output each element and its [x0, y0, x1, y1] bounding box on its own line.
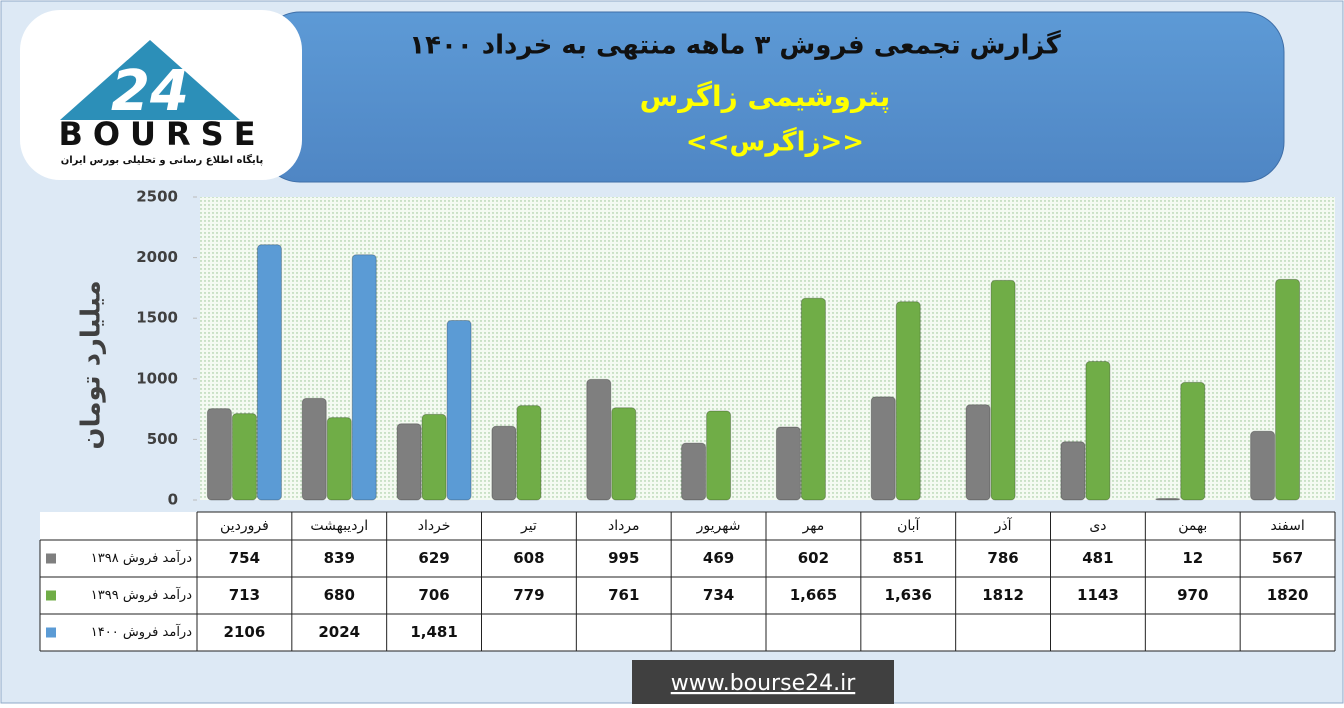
data-label: 1820 — [1267, 586, 1309, 604]
legend-key — [46, 553, 56, 564]
bar — [681, 442, 707, 501]
bar — [516, 405, 542, 501]
data-label: 754 — [229, 549, 260, 567]
data-label: 469 — [703, 549, 734, 567]
bar — [326, 417, 352, 501]
data-label: 481 — [1082, 549, 1113, 567]
data-label: 851 — [893, 549, 924, 567]
bar — [870, 396, 896, 501]
y-tick-label: 1500 — [136, 309, 178, 327]
data-label: 1,665 — [790, 586, 837, 604]
logo-shape — [60, 40, 240, 120]
bar — [706, 410, 732, 501]
data-label: 786 — [987, 549, 1018, 567]
legend-label: درآمد فروش ۱۳۹۸ — [91, 549, 192, 566]
logo-name: BOURSE — [58, 115, 265, 153]
bar — [965, 404, 991, 501]
bar — [895, 301, 921, 501]
bar — [256, 244, 282, 501]
data-label: 1,636 — [885, 586, 932, 604]
y-tick-label: 1000 — [136, 369, 178, 387]
x-tick-label: آذر — [994, 517, 1013, 534]
bar — [206, 408, 232, 501]
logo-tagline: پایگاه اطلاع رسانی و تحلیلی بورس ایران — [61, 153, 264, 166]
bar — [1085, 360, 1111, 501]
x-tick-label: تیر — [520, 518, 537, 534]
bar — [1155, 498, 1181, 501]
y-tick-label: 500 — [147, 430, 178, 448]
x-tick-label: مرداد — [608, 518, 640, 534]
data-label: 2106 — [224, 623, 266, 641]
data-label: 1,481 — [410, 623, 457, 641]
data-label: 608 — [513, 549, 544, 567]
data-label: 734 — [703, 586, 734, 604]
data-table — [40, 512, 1335, 651]
data-label: 629 — [418, 549, 449, 567]
bar — [1275, 278, 1301, 501]
footer-url: www.bourse24.ir — [671, 671, 856, 696]
x-tick-label: مهر — [802, 518, 825, 534]
x-tick-label: فروردین — [220, 518, 269, 534]
data-label: 12 — [1182, 549, 1203, 567]
data-label: 602 — [798, 549, 829, 567]
bar — [800, 297, 826, 501]
chart-subtitle: پتروشیمی زاگرس — [640, 80, 891, 113]
y-tick-label: 0 — [168, 491, 178, 509]
data-label: 713 — [229, 586, 260, 604]
logo: 24 BOURSE پایگاه اطلاع رسانی و تحلیلی بو… — [20, 10, 302, 180]
y-tick-label: 2500 — [136, 188, 178, 206]
bar — [990, 279, 1016, 501]
legend-key — [46, 627, 56, 638]
legend-label: درآمد فروش ۱۴۰۰ — [91, 623, 192, 640]
x-tick-label: بهمن — [1178, 518, 1207, 534]
data-label: 706 — [418, 586, 449, 604]
x-tick-label: اسفند — [1270, 518, 1304, 534]
x-tick-label: اردیبهشت — [310, 518, 368, 534]
data-label: 2024 — [318, 623, 360, 641]
bar — [301, 397, 327, 501]
bar — [1180, 381, 1206, 501]
bar — [775, 426, 801, 501]
bar — [586, 378, 612, 501]
bar — [231, 413, 257, 501]
x-tick-label: آبان — [897, 517, 920, 534]
data-label: 839 — [324, 549, 355, 567]
data-label: 970 — [1177, 586, 1208, 604]
data-label: 680 — [324, 586, 355, 604]
data-label: 1812 — [982, 586, 1024, 604]
logo-mark: 24 — [111, 59, 189, 124]
data-label: 995 — [608, 549, 639, 567]
legend-key — [46, 590, 56, 601]
bar — [446, 320, 472, 501]
bar — [611, 407, 637, 501]
y-axis-label: میلیارد تومان — [77, 280, 107, 449]
footer-box — [632, 660, 894, 704]
y-tick-label: 2000 — [136, 248, 178, 266]
data-label: 761 — [608, 586, 639, 604]
x-tick-label: خرداد — [418, 518, 451, 534]
x-tick-label: دی — [1089, 518, 1106, 534]
bar — [396, 423, 422, 501]
bar — [351, 254, 377, 501]
x-tick-label: شهریور — [696, 518, 741, 534]
data-label: 1143 — [1077, 586, 1119, 604]
symbol: <<زاگرس>> — [686, 127, 864, 158]
bar — [421, 413, 447, 501]
bar — [491, 425, 517, 501]
bar — [1250, 430, 1276, 501]
data-label: 779 — [513, 586, 544, 604]
plot-area — [200, 197, 1335, 500]
legend-label: درآمد فروش ۱۳۹۹ — [91, 586, 192, 603]
data-label: 567 — [1272, 549, 1303, 567]
bar — [1060, 441, 1086, 501]
chart-title: گزارش تجمعی فروش ۳ ماهه منتهی به خرداد ۱… — [409, 30, 1061, 61]
